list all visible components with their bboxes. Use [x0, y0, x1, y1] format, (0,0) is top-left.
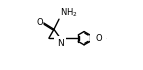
Text: N: N	[57, 38, 64, 48]
Text: O: O	[95, 34, 102, 43]
Text: O: O	[37, 18, 43, 28]
Text: NH$_2$: NH$_2$	[60, 6, 77, 19]
